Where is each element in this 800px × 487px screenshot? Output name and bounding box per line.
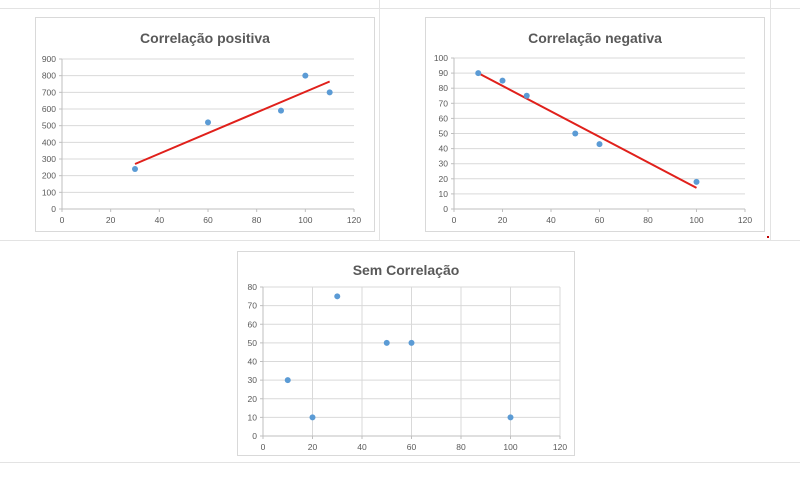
y-tick-label: 70 [439, 98, 449, 108]
x-tick-label: 20 [308, 442, 318, 452]
y-tick-label: 0 [443, 204, 448, 214]
data-point [693, 178, 700, 185]
x-tick-label: 120 [553, 442, 567, 452]
y-tick-label: 20 [439, 174, 449, 184]
data-point [326, 89, 333, 96]
trendline [477, 72, 697, 189]
x-tick-label: 100 [689, 215, 703, 225]
x-tick-label: 120 [738, 215, 752, 225]
x-tick-label: 60 [595, 215, 605, 225]
x-tick-label: 120 [347, 215, 361, 225]
chart-plot: 0 100 200 300 400 500 600 700 800 900 0 20 40 60 80 100… [42, 54, 362, 225]
y-tick-label: 30 [439, 159, 449, 169]
y-tick-label: 0 [51, 204, 56, 214]
x-tick-label: 80 [252, 215, 262, 225]
y-tick-label: 10 [439, 189, 449, 199]
y-tick-label: 10 [248, 412, 258, 422]
sheet-gridline [0, 240, 800, 241]
data-point [523, 92, 530, 99]
data-point [475, 70, 482, 77]
y-tick-label: 700 [42, 87, 56, 97]
chart-correlacao-positiva[interactable]: Correlação positiva 0 100 200 300 400 500 600 7… [35, 17, 375, 232]
data-point [284, 377, 291, 384]
x-tick-label: 100 [298, 215, 312, 225]
x-tick-label: 80 [643, 215, 653, 225]
y-tick-label: 60 [248, 319, 258, 329]
y-tick-label: 20 [248, 394, 258, 404]
y-tick-label: 400 [42, 137, 56, 147]
y-tick-label: 100 [434, 53, 448, 63]
x-tick-label: 60 [407, 442, 417, 452]
sheet-gridline [379, 0, 380, 240]
data-point [205, 119, 211, 126]
x-tick-label: 40 [357, 442, 367, 452]
data-point [383, 339, 390, 346]
y-tick-label: 800 [42, 71, 56, 81]
data-point [334, 293, 341, 300]
data-point [408, 339, 415, 346]
y-tick-label: 500 [42, 121, 56, 131]
sheet-gridline [0, 462, 800, 463]
y-tick-label: 40 [439, 144, 449, 154]
y-tick-label: 70 [248, 301, 258, 311]
y-tick-label: 80 [439, 83, 449, 93]
y-tick-label: 30 [248, 375, 258, 385]
data-point [302, 72, 309, 79]
chart-title: Sem Correlação [352, 262, 460, 278]
data-point [572, 130, 579, 137]
sheet-gridline [0, 8, 800, 9]
chart-correlacao-negativa[interactable]: Correlação negativa 0 10 20 30 40 50 60 70 80 90 1… [425, 17, 765, 232]
y-tick-label: 600 [42, 104, 56, 114]
y-tick-label: 0 [252, 431, 257, 441]
chart-title: Correlação negativa [528, 30, 662, 46]
trendline [134, 80, 331, 165]
y-tick-label: 300 [42, 154, 56, 164]
data-point [278, 107, 284, 114]
x-tick-label: 40 [546, 215, 556, 225]
data-point [507, 414, 514, 421]
y-tick-label: 50 [439, 129, 449, 139]
x-tick-label: 20 [498, 215, 508, 225]
data-point [596, 141, 603, 148]
data-point [132, 166, 138, 172]
y-tick-label: 100 [42, 187, 56, 197]
chart-title: Correlação positiva [140, 30, 270, 46]
chart-plot: 0 10 20 30 40 50 60 70 80 90 100 0 20 40 60 80 100 120 [434, 53, 753, 225]
x-tick-label: 80 [456, 442, 466, 452]
data-point [499, 77, 506, 84]
x-tick-label: 60 [203, 215, 213, 225]
chart-plot: 0 10 20 30 40 50 60 70 80 0 20 40 60 80 100 120 [248, 282, 568, 452]
y-tick-label: 200 [42, 171, 56, 181]
x-tick-label: 40 [155, 215, 165, 225]
y-tick-label: 80 [248, 282, 258, 292]
sheet-gridline [770, 0, 771, 240]
x-tick-label: 20 [106, 215, 116, 225]
cell-marker [767, 236, 769, 238]
y-tick-label: 60 [439, 113, 449, 123]
data-point [309, 414, 316, 421]
x-tick-label: 0 [60, 215, 65, 225]
x-tick-label: 0 [261, 442, 266, 452]
x-tick-label: 0 [452, 215, 457, 225]
y-tick-label: 90 [439, 68, 449, 78]
y-tick-label: 900 [42, 54, 56, 64]
x-tick-label: 100 [503, 442, 517, 452]
chart-sem-correlacao[interactable]: Sem Correlação 0 10 20 30 40 50 60 70 80 0 20 40 60 8… [237, 251, 575, 456]
y-tick-label: 40 [248, 357, 258, 367]
y-tick-label: 50 [248, 338, 258, 348]
